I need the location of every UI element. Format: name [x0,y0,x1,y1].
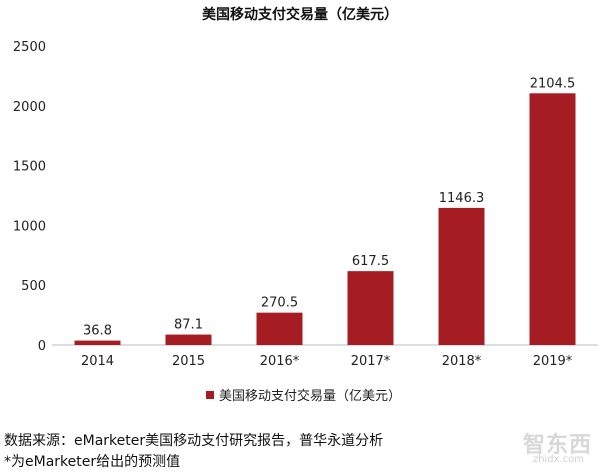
bar-2017 [347,271,394,345]
bar-2014 [74,340,121,345]
y-tick-label: 1500 [13,160,46,175]
data-label: 270.5 [261,296,298,311]
forecast-note: *为eMarketer给出的预测值 [4,454,181,470]
x-tick-label: 2018* [442,354,482,369]
data-label: 1146.3 [439,191,485,206]
bar-2018 [438,207,485,345]
y-tick-label: 1000 [13,219,46,234]
watermark-url: zhidx.com [532,454,584,465]
legend-swatch [206,391,214,399]
x-tick-label: 2014 [81,354,114,369]
bar-2016 [256,312,303,345]
bar-2019 [529,93,576,345]
y-axis: 0 500 1000 1500 2000 2500 [13,40,46,354]
watermark-logo: 智东西 [522,433,592,458]
legend: 美国移动支付交易量（亿美元） [206,388,401,404]
y-tick-label: 500 [21,279,46,294]
legend-label: 美国移动支付交易量（亿美元） [219,388,401,404]
y-tick-label: 2000 [13,100,46,115]
data-label: 617.5 [352,254,389,269]
chart-title: 美国移动支付交易量（亿美元） [202,6,398,23]
y-tick-label: 2500 [13,40,46,55]
x-axis: 2014 2015 2016* 2017* 2018* 2019* [52,344,598,369]
data-label: 2104.5 [530,76,576,91]
x-tick-label: 2019* [533,354,573,369]
bar-series: 36.8 87.1 270.5 617.5 1146.3 2104.5 [74,76,576,345]
data-label: 36.8 [83,324,112,339]
y-tick-label: 0 [38,339,46,354]
bar-2015 [165,334,212,345]
source-note: 数据来源：eMarketer美国移动支付研究报告，普华永道分析 [4,433,384,449]
x-tick-label: 2017* [351,354,391,369]
data-label: 87.1 [174,318,203,333]
x-tick-label: 2015 [172,354,205,369]
x-tick-label: 2016* [260,354,300,369]
